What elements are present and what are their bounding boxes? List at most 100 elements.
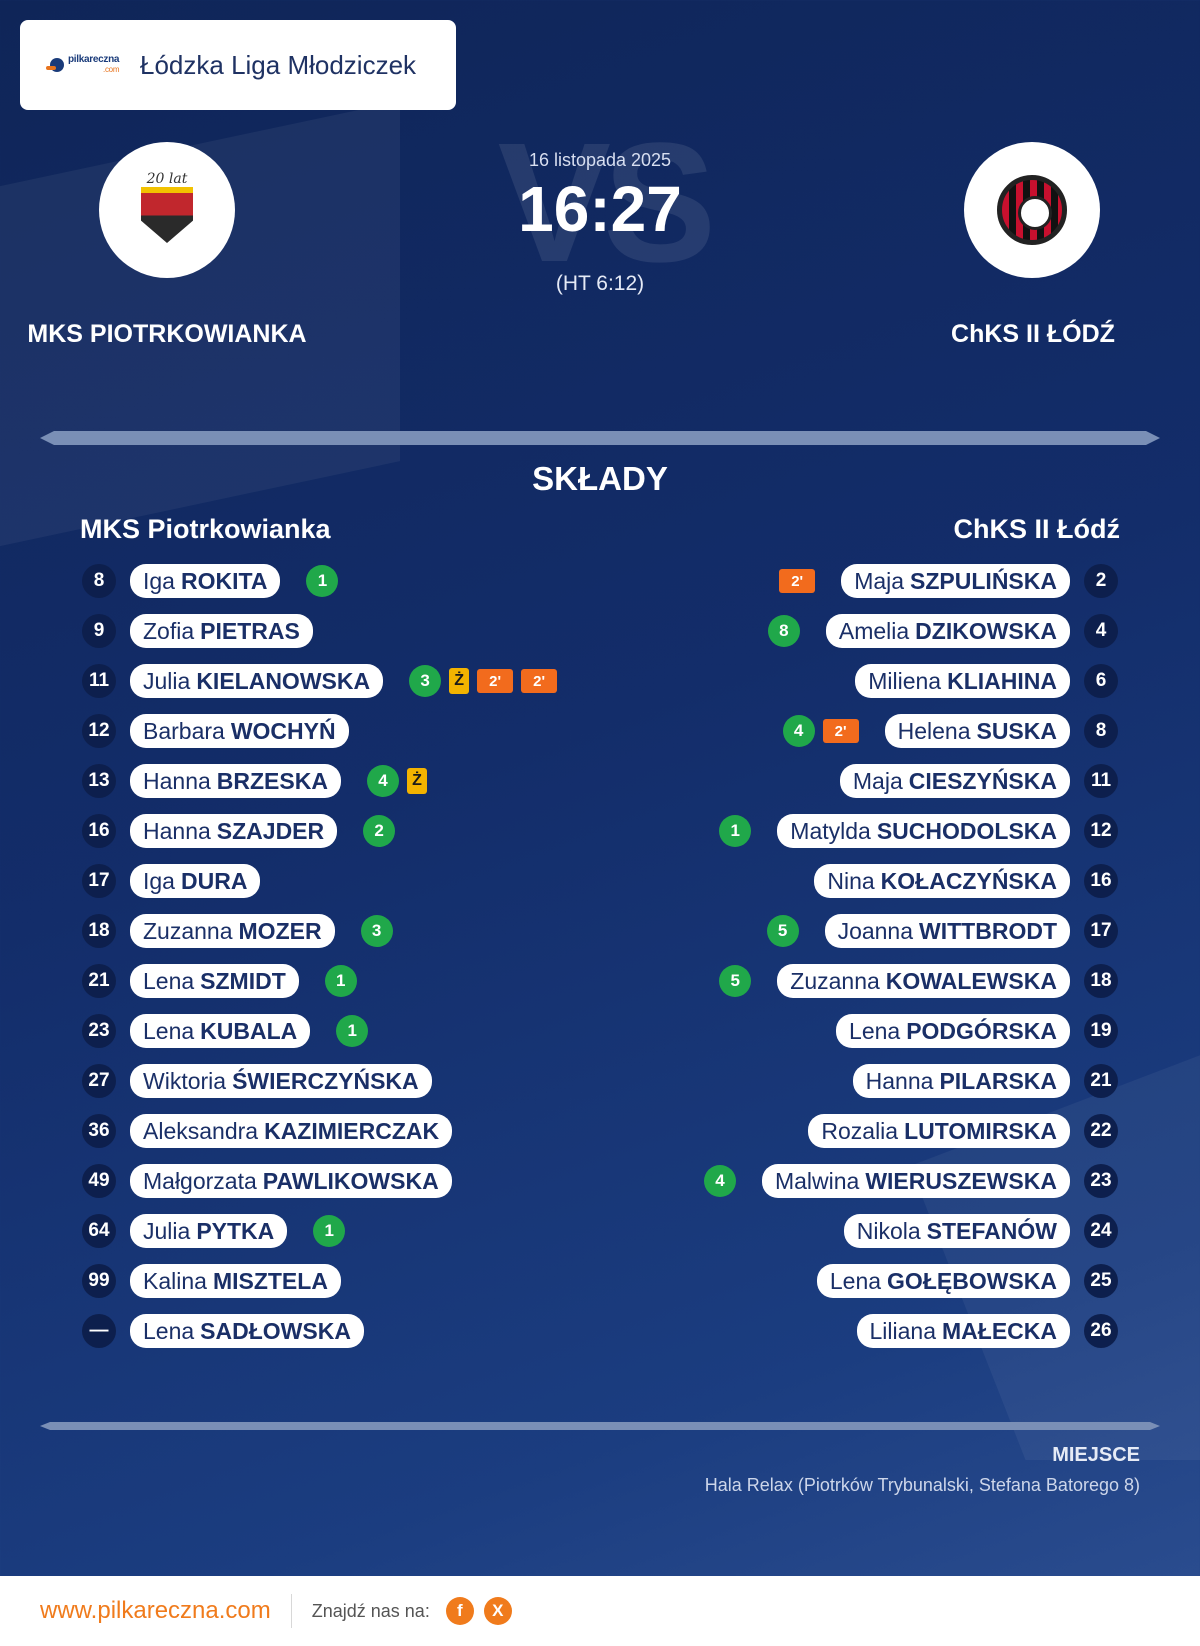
player-name[interactable]: Iga ROKITA (130, 564, 281, 598)
home-team-name[interactable]: MKS PIOTRKOWIANKA (27, 320, 307, 348)
player-name[interactable]: Helena SUSKA (884, 714, 1070, 748)
crest-text: 20 lat (146, 171, 188, 187)
player-row: 16 Hanna SZAJDER 2 (82, 806, 642, 856)
player-row: 21 Lena SZMIDT 1 (82, 956, 642, 1006)
player-last-name: KLIAHINA (947, 667, 1057, 694)
shield-icon: 20 lat (134, 171, 200, 249)
away-team-name[interactable]: ChKS II ŁÓDŹ (951, 320, 1115, 348)
player-first-name: Hanna (865, 1067, 934, 1094)
player-first-name: Julia (143, 1217, 191, 1244)
player-events: 1 (332, 1015, 372, 1047)
player-name[interactable]: Zuzanna MOZER (130, 914, 335, 948)
player-number: 12 (1084, 814, 1118, 848)
player-row: 4 Malwina WIERUSZEWSKA 23 (558, 1156, 1118, 1206)
player-name[interactable]: Zuzanna KOWALEWSKA (777, 964, 1070, 998)
player-name[interactable]: Miliena KLIAHINA (855, 664, 1070, 698)
player-name[interactable]: Matylda SUCHODOLSKA (777, 814, 1070, 848)
player-last-name: SZAJDER (216, 817, 325, 844)
player-first-name: Lena (849, 1017, 901, 1044)
player-last-name: KOWALEWSKA (885, 967, 1057, 994)
player-last-name: GOŁĘBOWSKA (887, 1267, 1057, 1294)
player-last-name: ROKITA (180, 567, 268, 594)
footer: www.pilkareczna.com Znajdź nas na: f X (0, 1576, 1200, 1646)
player-name[interactable]: Barbara WOCHYŃ (130, 714, 349, 748)
player-name[interactable]: Lena SADŁOWSKA (130, 1314, 364, 1348)
player-first-name: Lena (143, 1317, 195, 1344)
player-last-name: SZPULIŃSKA (910, 567, 1057, 594)
player-name[interactable]: Maja CIESZYŃSKA (839, 764, 1070, 798)
site-logo: pilkareczna .com (46, 50, 122, 80)
league-name: Łódzka Liga Młodziczek (140, 49, 417, 80)
player-name[interactable]: Kalina MISZTELA (130, 1264, 341, 1298)
suspension-badge: 2' (779, 569, 816, 593)
player-name[interactable]: Hanna SZAJDER (130, 814, 338, 848)
player-last-name: MISZTELA (212, 1267, 328, 1294)
facebook-icon[interactable]: f (445, 1597, 474, 1625)
player-number: — (82, 1314, 116, 1348)
home-roster-title: MKS Piotrkowianka (80, 514, 331, 544)
player-name[interactable]: Hanna BRZESKA (130, 764, 341, 798)
player-last-name: PYTKA (196, 1217, 275, 1244)
player-name[interactable]: Nina KOŁACZYŃSKA (814, 864, 1070, 898)
player-events: 8 (764, 615, 804, 647)
player-number: 26 (1084, 1314, 1118, 1348)
player-last-name: MAŁECKA (942, 1317, 1057, 1344)
player-first-name: Kalina (143, 1267, 207, 1294)
x-icon[interactable]: X (483, 1597, 512, 1625)
player-first-name: Joanna (837, 917, 914, 944)
player-last-name: WIERUSZEWSKA (865, 1167, 1057, 1194)
player-name[interactable]: Julia KIELANOWSKA (130, 664, 384, 698)
league-card[interactable]: pilkareczna .com Łódzka Liga Młodziczek (20, 20, 456, 110)
player-last-name: DZIKOWSKA (915, 617, 1057, 644)
player-last-name: PIETRAS (200, 617, 300, 644)
player-first-name: Małgorzata (143, 1167, 257, 1194)
player-name[interactable]: Lena SZMIDT (130, 964, 299, 998)
player-name[interactable]: Lena GOŁĘBOWSKA (816, 1264, 1070, 1298)
player-row: 23 Lena KUBALA 1 (82, 1006, 642, 1056)
player-last-name: STEFANÓW (926, 1217, 1057, 1244)
player-name[interactable]: Nikola STEFANÓW (843, 1214, 1070, 1248)
player-first-name: Wiktoria (143, 1067, 227, 1094)
player-number: 19 (1084, 1014, 1118, 1048)
player-number: 21 (82, 964, 116, 998)
player-name[interactable]: Amelia DZIKOWSKA (825, 614, 1070, 648)
suspension-badge: 2' (477, 669, 514, 693)
divider (290, 1594, 292, 1628)
player-name[interactable]: Joanna WITTBRODT (824, 914, 1070, 948)
away-team-crest[interactable] (964, 142, 1100, 278)
player-events: 1 (715, 815, 755, 847)
player-name[interactable]: Małgorzata PAWLIKOWSKA (130, 1164, 452, 1198)
player-row: — Lena SADŁOWSKA (82, 1306, 642, 1356)
player-name[interactable]: Lena KUBALA (130, 1014, 311, 1048)
player-last-name: SADŁOWSKA (200, 1317, 351, 1344)
player-last-name: MOZER (238, 917, 322, 944)
site-link[interactable]: www.pilkareczna.com (40, 1597, 271, 1624)
player-name[interactable]: Liliana MAŁECKA (856, 1314, 1070, 1348)
player-name[interactable]: Lena PODGÓRSKA (836, 1014, 1070, 1048)
venue-address: Hala Relax (Piotrków Trybunalski, Stefan… (704, 1475, 1140, 1495)
goals-badge: 4 (703, 1165, 736, 1197)
home-team-crest[interactable]: 20 lat (99, 142, 235, 278)
player-name[interactable]: Malwina WIERUSZEWSKA (761, 1164, 1070, 1198)
player-row: Liliana MAŁECKA 26 (558, 1306, 1118, 1356)
player-name[interactable]: Zofia PIETRAS (130, 614, 313, 648)
player-row: 12 Barbara WOCHYŃ (82, 706, 642, 756)
player-name[interactable]: Iga DURA (130, 864, 261, 898)
player-number: 17 (82, 864, 116, 898)
player-name[interactable]: Aleksandra KAZIMIERCZAK (130, 1114, 453, 1148)
player-row: 8 Iga ROKITA 1 (82, 556, 642, 606)
player-number: 23 (82, 1014, 116, 1048)
player-number: 64 (82, 1214, 116, 1248)
player-name[interactable]: Maja SZPULIŃSKA (841, 564, 1070, 598)
player-name[interactable]: Wiktoria ŚWIERCZYŃSKA (130, 1064, 432, 1098)
player-last-name: BRZESKA (216, 767, 328, 794)
player-number: 17 (1084, 914, 1118, 948)
player-first-name: Miliena (868, 667, 942, 694)
player-name[interactable]: Julia PYTKA (130, 1214, 288, 1248)
goals-badge: 3 (409, 665, 442, 697)
player-name[interactable]: Rozalia LUTOMIRSKA (808, 1114, 1070, 1148)
player-first-name: Iga (143, 567, 175, 594)
player-name[interactable]: Hanna PILARSKA (852, 1064, 1070, 1098)
player-number: 24 (1084, 1214, 1118, 1248)
